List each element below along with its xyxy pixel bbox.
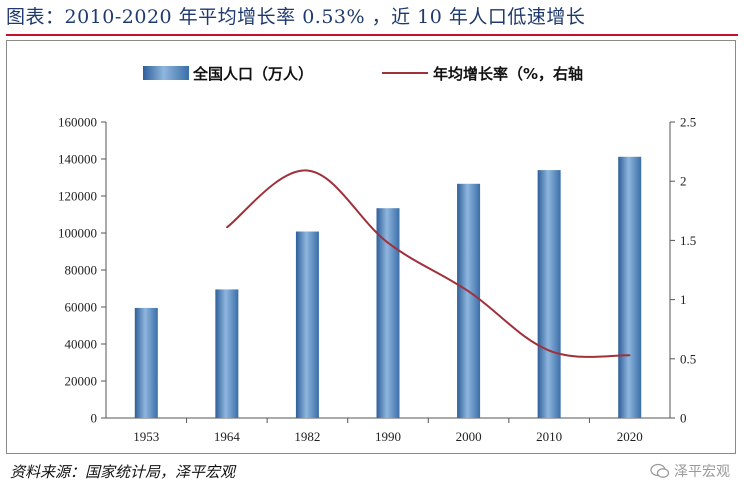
left-axis-tick-label: 100000	[58, 226, 97, 241]
population-bar	[215, 289, 239, 418]
x-axis-category-label: 1982	[294, 429, 320, 444]
chart-title: 图表：2010-2020 年平均增长率 0.53% ，近 10 年人口低速增长	[6, 6, 586, 28]
left-axis-tick-label: 140000	[58, 152, 97, 167]
growth-rate-point	[467, 290, 470, 293]
x-axis-category-label: 2020	[617, 429, 643, 444]
population-bar	[376, 208, 400, 418]
right-axis-tick-label: 1.5	[680, 233, 696, 248]
growth-rate-line	[226, 169, 630, 358]
x-axis-category-label: 1953	[133, 429, 159, 444]
left-axis-tick-label: 40000	[65, 337, 98, 352]
x-axis-category-label: 1964	[214, 429, 241, 444]
population-bar	[457, 183, 481, 418]
growth-rate-point	[548, 349, 550, 352]
x-axis-category-label: 2000	[456, 429, 482, 444]
left-axis-tick-label: 120000	[58, 189, 97, 204]
population-bar	[134, 307, 158, 418]
legend-bar-swatch	[143, 66, 189, 80]
title-divider	[6, 34, 738, 36]
wechat-icon	[650, 463, 670, 478]
right-axis-tick-label: 2.5	[680, 115, 696, 130]
right-axis-tick-label: 2	[680, 174, 687, 189]
chart-axes: 0200004000060000800001000001200001400001…	[58, 115, 696, 445]
bar-series	[134, 156, 642, 418]
left-axis-tick-label: 80000	[65, 263, 98, 278]
right-axis-tick-label: 1	[680, 292, 687, 307]
line-series	[226, 169, 631, 358]
source-note: 资料来源：国家统计局，泽平宏观	[10, 463, 236, 481]
growth-rate-point	[226, 226, 228, 229]
x-axis-category-label: 1990	[375, 429, 401, 444]
legend-line-label: 年均增长率（%，右轴	[433, 65, 583, 83]
right-axis-tick-label: 0.5	[680, 351, 696, 366]
growth-rate-point	[387, 241, 389, 244]
population-bar	[537, 170, 561, 418]
left-axis-tick-label: 60000	[65, 300, 98, 315]
population-bar	[295, 231, 319, 418]
watermark: 泽平宏观	[650, 458, 730, 484]
growth-rate-point	[306, 169, 309, 172]
left-axis-tick-label: 20000	[65, 374, 98, 389]
watermark-text: 泽平宏观	[674, 464, 730, 480]
growth-rate-point	[628, 354, 631, 357]
chart-frame	[6, 40, 736, 454]
left-axis-tick-label: 160000	[58, 115, 97, 130]
legend-bar-label: 全国人口（万人）	[192, 65, 313, 83]
chart-legend: 全国人口（万人） 年均增长率（%，右轴	[143, 65, 583, 83]
x-axis-category-label: 2010	[536, 429, 562, 444]
population-bar	[618, 156, 642, 418]
left-axis-tick-label: 0	[91, 411, 98, 426]
right-axis-tick-label: 0	[680, 411, 687, 426]
